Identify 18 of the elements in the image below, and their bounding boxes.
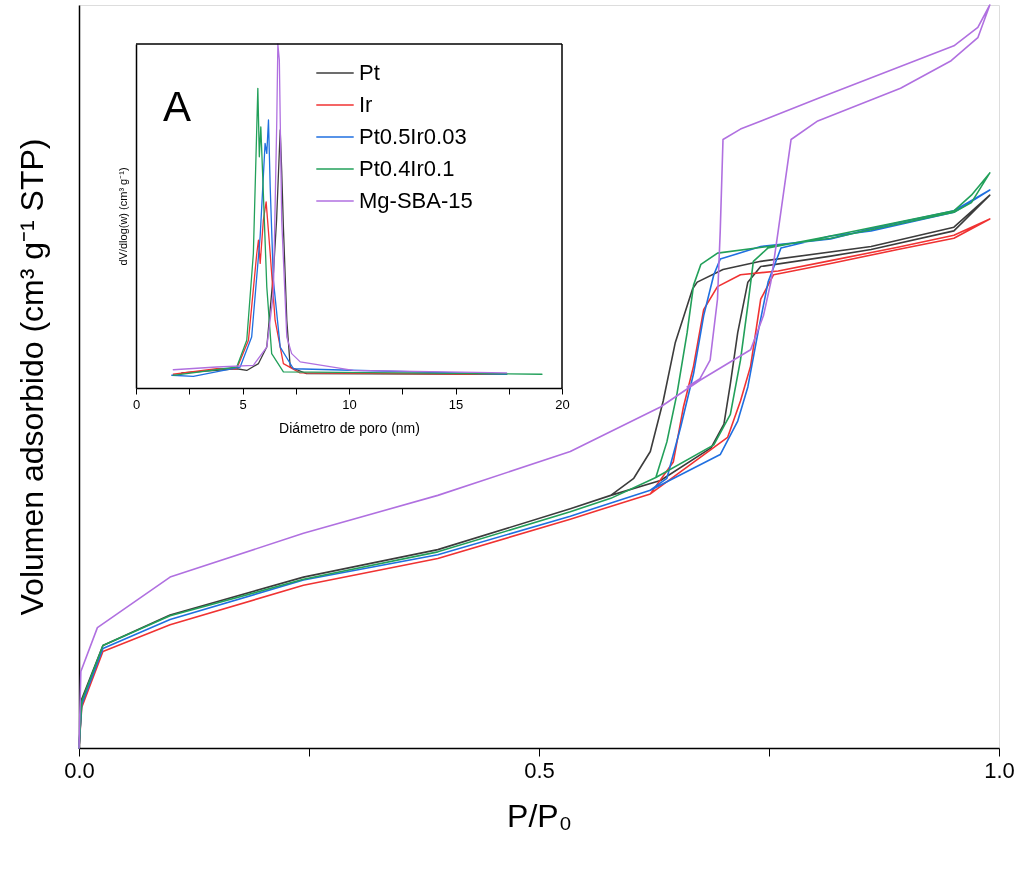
y-axis-title: Volumen adsorbido (cm³ g⁻¹ STP) [13, 138, 50, 616]
x-axis-title: P/P₀ [507, 797, 572, 834]
legend-label: Pt0.5Ir0.03 [359, 124, 467, 149]
legend-label: Mg-SBA-15 [359, 188, 473, 213]
x-tick-label: 15 [448, 396, 464, 412]
x-tick-label: 0 [132, 396, 141, 412]
annotation: A [162, 83, 192, 130]
x-tick-label: 0.5 [524, 757, 555, 783]
x-tick-label: 1.0 [984, 757, 1015, 783]
x-tick-label: 10 [342, 396, 357, 412]
legend-label: Pt [359, 60, 380, 85]
x-tick-label: 20 [555, 396, 570, 412]
x-tick-label: 0.0 [64, 757, 95, 783]
y-axis-title: dV/dlog(w) (cm³ g⁻¹) [116, 167, 129, 266]
x-tick-label: 5 [239, 396, 247, 412]
legend-label: Pt0.4Ir0.1 [359, 156, 455, 181]
x-axis-title: Diámetro de poro (nm) [279, 419, 420, 436]
legend-label: Ir [359, 92, 373, 117]
